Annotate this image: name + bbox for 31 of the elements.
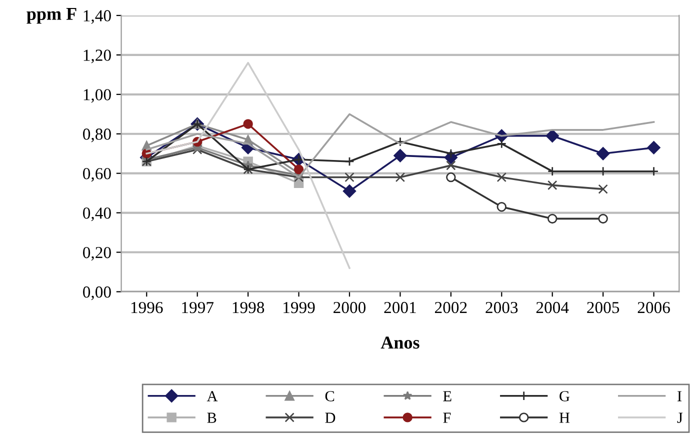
- y-tick-label: 1,40: [84, 10, 111, 24]
- legend-label: C: [325, 391, 334, 402]
- legend-label: D: [325, 412, 336, 423]
- x-tick-label: 2006: [638, 302, 670, 314]
- y-tick-label: 0,20: [83, 246, 111, 261]
- y-tick-label: 0,40: [83, 207, 111, 222]
- y-axis-title: ppm F: [26, 8, 76, 24]
- x-tick-label: 2000: [334, 302, 366, 314]
- legend-label: H: [559, 412, 570, 423]
- x-tick-label: 2001: [384, 302, 416, 314]
- x-axis-title: Anos: [380, 336, 420, 349]
- legend-label: B: [207, 412, 216, 423]
- legend-label: G: [560, 391, 570, 402]
- y-tick-label: 1,20: [84, 50, 111, 64]
- legend-label: A: [206, 391, 218, 402]
- x-tick-label: 2005: [587, 302, 620, 314]
- x-tick-label: 2004: [536, 302, 569, 314]
- x-tick-label: 2003: [486, 302, 518, 314]
- x-tick-label: 1999: [284, 302, 315, 314]
- x-tick-label: 2002: [434, 302, 467, 314]
- y-tick-label: 0,80: [83, 128, 111, 142]
- legend-label: J: [677, 412, 683, 423]
- y-tick-label: 0,60: [83, 168, 111, 182]
- legend-label: F: [443, 412, 451, 423]
- x-tick-label: 1998: [232, 302, 264, 314]
- y-tick-label: 1,00: [84, 89, 111, 103]
- x-tick-label: 1996: [131, 302, 163, 314]
- legend-label: I: [678, 391, 682, 402]
- legend-label: E: [443, 391, 452, 402]
- x-tick-label: 1997: [182, 302, 214, 314]
- y-tick-label: 0,00: [83, 286, 111, 300]
